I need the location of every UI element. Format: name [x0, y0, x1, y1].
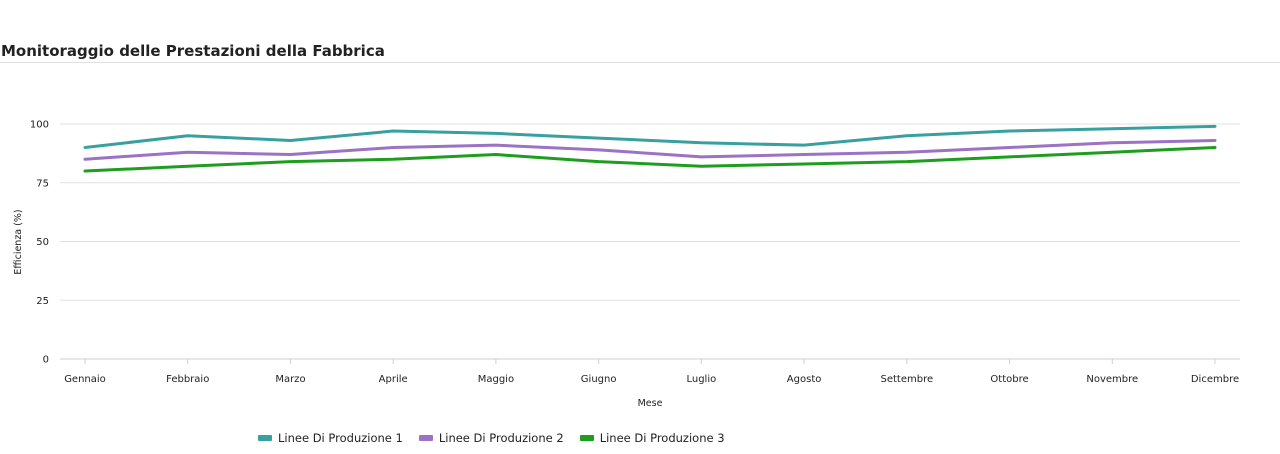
chart-legend: Linee Di Produzione 1 Linee Di Produzione… — [258, 431, 725, 445]
series-line-2 — [83, 138, 1217, 161]
x-tick-label: Dicembre — [1191, 374, 1239, 385]
x-tick-label: Gennaio — [64, 374, 106, 385]
legend-swatch — [579, 435, 594, 441]
x-tick-label: Luglio — [686, 374, 716, 385]
legend-label: Linee Di Produzione 3 — [599, 431, 725, 445]
legend-item-3[interactable]: Linee Di Produzione 3 — [579, 431, 725, 445]
y-tick-label: 100 — [30, 120, 49, 131]
y-tick-label: 50 — [36, 237, 49, 248]
y-axis-label: Efficienza (%) — [13, 209, 24, 274]
legend-swatch — [258, 435, 272, 441]
legend-item-2[interactable]: Linee Di Produzione 2 — [418, 431, 564, 445]
series-line-1 — [83, 124, 1217, 149]
x-tick-label: Settembre — [880, 374, 933, 385]
chart-header: Monitoraggio delle Prestazioni della Fab… — [0, 0, 1280, 63]
y-tick-label: 25 — [36, 296, 49, 307]
x-tick-label: Febbraio — [166, 374, 209, 385]
y-tick-label: 75 — [36, 178, 49, 189]
x-tick-label: Giugno — [581, 374, 617, 385]
y-tick-label: 0 — [43, 355, 49, 366]
x-tick-label: Novembre — [1086, 374, 1138, 385]
x-tick-label: Marzo — [275, 374, 305, 385]
legend-label: Linee Di Produzione 2 — [438, 431, 564, 445]
x-axis-label: Mese — [638, 398, 663, 409]
x-tick-label: Aprile — [379, 374, 408, 385]
x-tick-label: Maggio — [478, 374, 514, 385]
x-tick-label: Ottobre — [990, 374, 1028, 385]
legend-item-1[interactable]: Linee Di Produzione 1 — [258, 431, 403, 445]
legend-swatch — [418, 435, 433, 441]
x-tick-label: Agosto — [787, 374, 822, 385]
series-line-3 — [83, 146, 1217, 173]
chart-title: Monitoraggio delle Prestazioni della Fab… — [1, 42, 385, 60]
legend-label: Linee Di Produzione 1 — [278, 431, 403, 445]
